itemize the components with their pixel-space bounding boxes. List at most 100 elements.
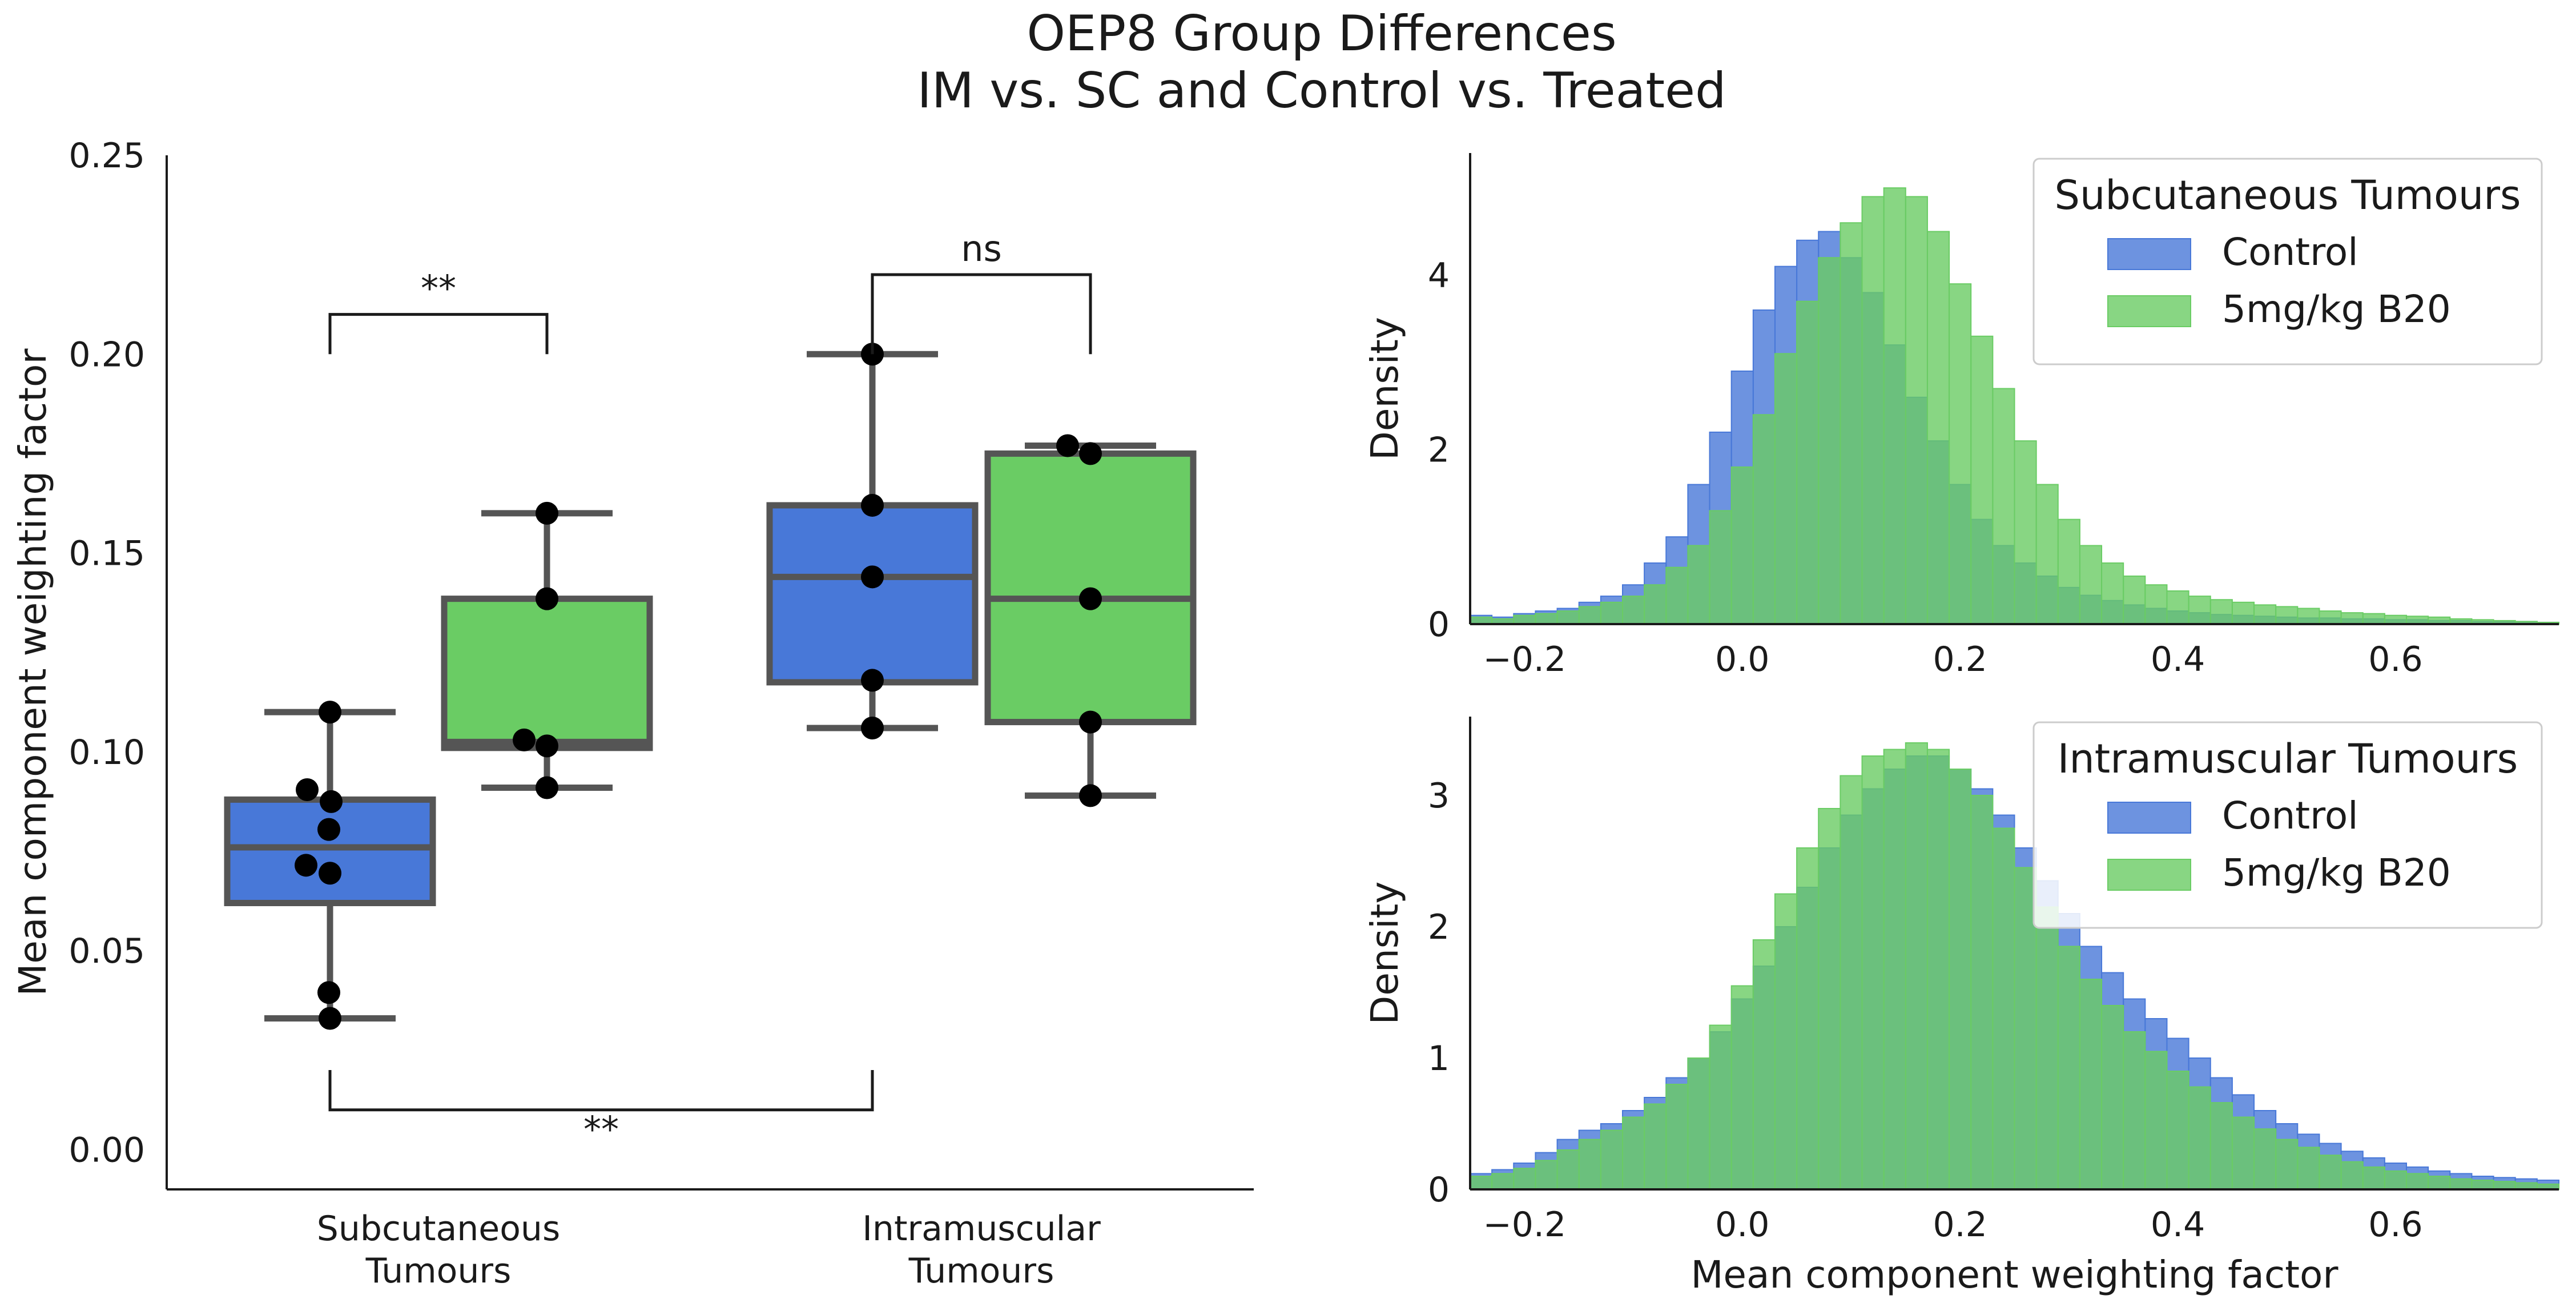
boxplot-ylabel: Mean component weighting factor	[11, 348, 55, 996]
box-body	[441, 596, 653, 751]
data-point	[295, 854, 317, 877]
hist-sc-ytick-label: 2	[1428, 430, 1450, 470]
hist-sc-legend-title: Subcutaneous Tumours	[2055, 172, 2521, 219]
significance-label: **	[583, 1109, 619, 1151]
hist-sc-bar-treated	[2035, 484, 2059, 625]
boxplot-ytick-label: 0.15	[69, 534, 145, 574]
hist-im-bar-treated	[1752, 939, 1776, 1190]
hist-sc-legend-label: 5mg/kg B20	[2222, 287, 2451, 331]
hist-sc-legend-label: Control	[2222, 230, 2358, 274]
data-point	[861, 565, 884, 589]
data-point	[1056, 434, 1079, 457]
hist-im-legend-title: Intramuscular Tumours	[2058, 735, 2518, 782]
hist-im-legend-label: 5mg/kg B20	[2222, 851, 2451, 895]
boxplot-category-label: Tumours	[365, 1251, 512, 1291]
hist-im-bar-treated	[1796, 847, 1820, 1190]
boxplot-category-label: Tumours	[908, 1251, 1054, 1291]
data-point	[319, 1007, 341, 1030]
hist-sc-bar-treated	[1883, 187, 1906, 625]
hist-im-bar-treated	[2406, 1173, 2429, 1190]
hist-sc-xtick-label: −0.2	[1483, 640, 1566, 679]
hist-im-bar-treated	[2449, 1178, 2473, 1191]
hist-im-bar-treated	[2079, 979, 2103, 1190]
data-point	[319, 862, 341, 885]
hist-sc-bar-treated	[1600, 601, 1623, 625]
hist-im-legend-swatch	[2107, 859, 2191, 891]
hist-im-bar-treated	[1644, 1103, 1667, 1190]
boxplot-ytick-label: 0.25	[69, 136, 145, 176]
hist-sc-ytick-label: 0	[1428, 605, 1450, 645]
hist-sc-bar-treated	[2384, 614, 2408, 625]
hist-im-bar-treated	[2209, 1102, 2233, 1190]
hist-im-bar-treated	[2035, 906, 2059, 1190]
data-point	[1079, 442, 1102, 465]
hist-sc-bar-treated	[2057, 518, 2080, 625]
hist-im-bar-treated	[1513, 1168, 1536, 1190]
hist-im-xtick-label: 0.0	[1715, 1205, 1769, 1245]
hist-im-bar-treated	[2188, 1086, 2211, 1190]
hist-im-bar-treated	[1970, 795, 1994, 1190]
hist-im-ylabel: Density	[1363, 882, 1407, 1025]
hist-sc-bar-treated	[1970, 335, 1994, 625]
hist-im-xlabel: Mean component weighting factor	[1690, 1253, 2338, 1297]
hist-sc-bar-treated	[2319, 610, 2342, 625]
hist-im-bar-treated	[1621, 1116, 1645, 1190]
hist-sc-xtick-label: 0.4	[2151, 640, 2205, 679]
hist-im-bar-treated	[1774, 893, 1798, 1190]
hist-im-bar-treated	[1926, 749, 1950, 1190]
hist-sc-bar-treated	[1992, 388, 2015, 625]
hist-sc-bar-treated	[2014, 440, 2037, 625]
hist-sc-bar-treated	[2275, 606, 2299, 625]
hist-im-xtick-label: 0.4	[2151, 1205, 2205, 1245]
hist-sc-bar-treated	[2231, 601, 2255, 625]
hist-sc-bar-treated	[1861, 196, 1885, 625]
hist-im-bar-treated	[1665, 1084, 1689, 1190]
data-point	[861, 493, 884, 517]
hist-im-bar-treated	[2362, 1166, 2385, 1191]
hist-sc-xtick-label: 0.2	[1933, 640, 1987, 679]
hist-im-bar-treated	[1818, 808, 1841, 1190]
hist-im-bar-treated	[2057, 946, 2080, 1190]
hist-im-bar-treated	[1556, 1149, 1580, 1190]
boxplot-ytick-label: 0.10	[69, 733, 145, 773]
hist-sc-ytick-label: 4	[1428, 256, 1450, 296]
hist-sc-bar-treated	[2079, 545, 2103, 625]
hist-sc-bar-treated	[1796, 300, 1820, 625]
hist-sc-bar-treated	[1687, 545, 1710, 625]
significance-label: ns	[961, 228, 1002, 270]
data-point	[536, 587, 558, 610]
hist-im-bar-treated	[2253, 1128, 2277, 1190]
hist-im-bar-treated	[1992, 827, 2015, 1190]
hist-sc-legend-swatch	[2107, 238, 2191, 270]
hist-im-bar-treated	[1687, 1057, 1710, 1190]
hist-im-xtick-label: −0.2	[1483, 1205, 1566, 1245]
hist-sc-bar-treated	[1535, 613, 1558, 625]
hist-im-bar-treated	[1905, 742, 1928, 1190]
hist-sc-bar-treated	[1840, 222, 1863, 625]
significance-bracket	[871, 273, 1092, 355]
hist-im-ytick-label: 2	[1428, 907, 1450, 947]
boxplot-ytick-label: 0.20	[69, 335, 145, 375]
hist-sc-legend-swatch	[2107, 295, 2191, 327]
boxplot-ytick-label: 0.05	[69, 931, 145, 971]
hist-im-xtick-label: 0.2	[1933, 1205, 1987, 1245]
hist-sc-legend: Subcutaneous Tumours Control 5mg/kg B20	[2032, 158, 2543, 365]
boxplot-ytick-label: 0.00	[69, 1130, 145, 1170]
box-body	[224, 796, 436, 906]
hist-im-bar-treated	[2231, 1116, 2255, 1190]
hist-im-bar-treated	[1883, 749, 1906, 1190]
data-point	[861, 717, 884, 740]
hist-sc-bar-treated	[2297, 608, 2320, 625]
data-point	[536, 501, 558, 525]
hist-sc-bar-treated	[2144, 584, 2168, 625]
hist-sc-xtick-label: 0.0	[1715, 640, 1769, 679]
hist-sc-bar-treated	[1621, 596, 1645, 625]
histogram-subcutaneous-panel: 0 2 4 −0.2 0.0 0.2 0.4 0.6 Density Subcutaneous T…	[1363, 153, 2559, 679]
hist-im-xtick-label: 0.6	[2368, 1205, 2422, 1245]
hist-sc-bar-treated	[1818, 257, 1841, 625]
significance-bracket	[328, 1070, 874, 1112]
data-point	[319, 701, 341, 724]
hist-sc-ylabel: Density	[1363, 317, 1407, 460]
hist-sc-bar-treated	[1730, 467, 1754, 625]
hist-im-bar-treated	[2144, 1051, 2168, 1190]
